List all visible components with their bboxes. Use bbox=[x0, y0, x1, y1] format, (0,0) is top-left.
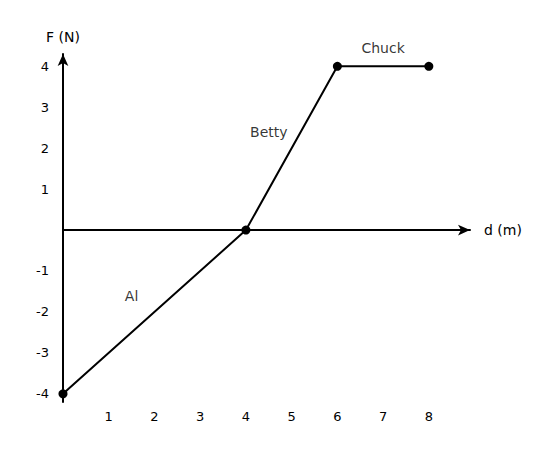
svg-text:2: 2 bbox=[150, 409, 158, 424]
svg-text:d (m): d (m) bbox=[484, 222, 522, 238]
svg-text:-3: -3 bbox=[36, 345, 49, 360]
svg-text:8: 8 bbox=[425, 409, 433, 424]
svg-text:3: 3 bbox=[41, 100, 49, 115]
svg-text:-1: -1 bbox=[36, 263, 49, 278]
svg-text:2: 2 bbox=[41, 141, 49, 156]
svg-text:Chuck: Chuck bbox=[361, 40, 405, 56]
svg-text:1: 1 bbox=[41, 182, 49, 197]
svg-text:3: 3 bbox=[196, 409, 204, 424]
svg-text:4: 4 bbox=[242, 409, 250, 424]
svg-text:-4: -4 bbox=[36, 386, 49, 401]
svg-text:Betty: Betty bbox=[250, 124, 287, 140]
svg-text:7: 7 bbox=[379, 409, 387, 424]
svg-text:-2: -2 bbox=[36, 304, 49, 319]
svg-text:F (N): F (N) bbox=[46, 29, 80, 45]
svg-text:6: 6 bbox=[333, 409, 341, 424]
svg-text:Al: Al bbox=[125, 288, 138, 304]
svg-text:1: 1 bbox=[105, 409, 113, 424]
svg-text:4: 4 bbox=[41, 59, 49, 74]
svg-text:5: 5 bbox=[288, 409, 296, 424]
